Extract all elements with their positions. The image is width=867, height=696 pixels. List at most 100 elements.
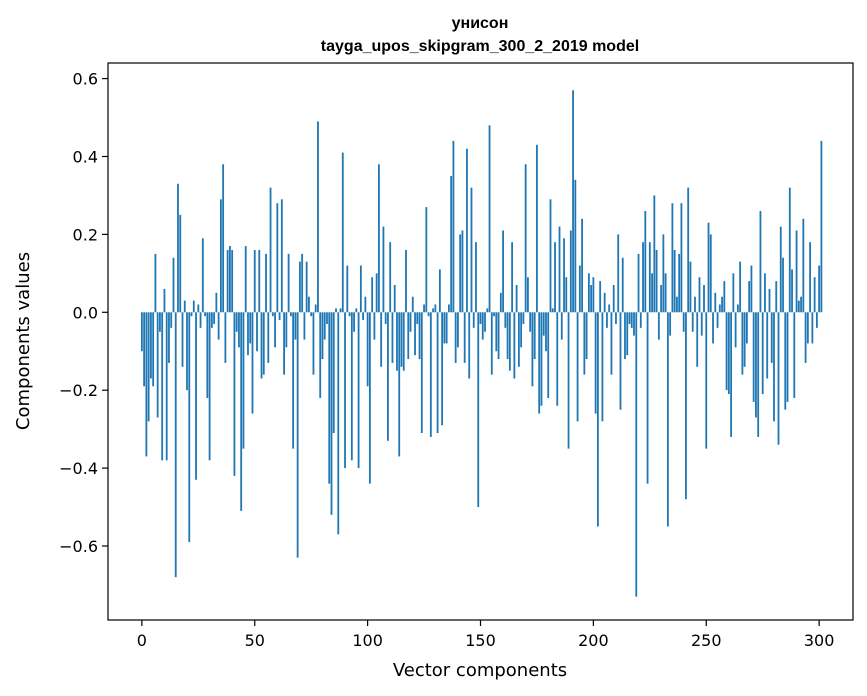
bar-251 bbox=[707, 222, 710, 313]
bar-86 bbox=[335, 308, 337, 313]
bar-199 bbox=[590, 285, 593, 313]
bar-262 bbox=[732, 273, 735, 313]
bar-93 bbox=[350, 312, 353, 461]
y-axis-label: Components values bbox=[13, 252, 34, 430]
bar-291 bbox=[797, 300, 800, 313]
bar-238 bbox=[678, 253, 681, 313]
bar-95 bbox=[355, 308, 358, 313]
bar-242 bbox=[687, 187, 690, 313]
bar-204 bbox=[601, 312, 604, 422]
bar-124 bbox=[420, 312, 423, 434]
bar-61 bbox=[278, 312, 281, 321]
bar-36 bbox=[222, 164, 225, 313]
bar-108 bbox=[384, 312, 387, 324]
bar-267 bbox=[743, 312, 746, 367]
bar-185 bbox=[558, 226, 561, 313]
bar-21 bbox=[188, 312, 191, 543]
bar-201 bbox=[594, 312, 597, 414]
bar-123 bbox=[418, 312, 421, 360]
bar-225 bbox=[648, 242, 651, 313]
bar-180 bbox=[547, 312, 550, 398]
bar-178 bbox=[542, 312, 545, 336]
bar-164 bbox=[511, 242, 514, 313]
bar-252 bbox=[709, 234, 712, 313]
bar-28 bbox=[204, 312, 206, 317]
bar-269 bbox=[748, 281, 751, 313]
bar-216 bbox=[628, 312, 631, 324]
bar-229 bbox=[657, 312, 660, 340]
x-tick-label: 50 bbox=[245, 631, 265, 650]
bar-273 bbox=[757, 312, 760, 437]
bar-288 bbox=[791, 269, 793, 313]
bar-99 bbox=[364, 296, 367, 313]
bar-301 bbox=[820, 140, 823, 313]
bar-298 bbox=[813, 277, 816, 313]
bar-209 bbox=[612, 285, 615, 313]
bar-207 bbox=[608, 304, 611, 313]
bar-200 bbox=[592, 277, 595, 313]
x-axis-label: Vector components bbox=[393, 660, 567, 681]
bar-90 bbox=[344, 312, 346, 469]
bar-195 bbox=[581, 218, 583, 313]
bar-239 bbox=[680, 203, 683, 313]
y-tick-label: −0.6 bbox=[59, 537, 98, 556]
bar-80 bbox=[321, 312, 324, 360]
bar-59 bbox=[274, 312, 276, 348]
bar-235 bbox=[671, 203, 674, 313]
bar-182 bbox=[551, 308, 554, 313]
bar-81 bbox=[323, 312, 326, 340]
bar-54 bbox=[262, 312, 265, 375]
bar-171 bbox=[527, 277, 529, 313]
bar-183 bbox=[554, 242, 556, 313]
y-tick-label: 0.4 bbox=[73, 147, 98, 166]
y-tick-label: 0.0 bbox=[73, 303, 98, 322]
bar-233 bbox=[666, 312, 669, 527]
bar-126 bbox=[425, 207, 428, 313]
bar-176 bbox=[538, 312, 541, 414]
bar-179 bbox=[545, 312, 547, 352]
bar-294 bbox=[804, 312, 807, 363]
bar-18 bbox=[181, 312, 184, 367]
bar-148 bbox=[475, 242, 477, 313]
bar-121 bbox=[414, 312, 416, 356]
bar-192 bbox=[574, 179, 577, 313]
bar-17 bbox=[179, 214, 182, 313]
bar-158 bbox=[497, 312, 500, 360]
bar-26 bbox=[199, 312, 202, 328]
bar-172 bbox=[529, 312, 532, 332]
bar-147 bbox=[472, 312, 475, 328]
bar-5 bbox=[152, 312, 155, 387]
bar-31 bbox=[210, 312, 213, 328]
bar-55 bbox=[265, 253, 267, 313]
bar-246 bbox=[696, 312, 699, 367]
bar-115 bbox=[400, 312, 403, 367]
bar-2 bbox=[145, 312, 148, 457]
bar-159 bbox=[499, 292, 502, 313]
bar-236 bbox=[673, 249, 676, 313]
bar-35 bbox=[219, 199, 222, 313]
y-axis-ticks: −0.6 −0.4 −0.2 0.0 0.2 0.4 0.6 bbox=[59, 70, 108, 556]
bar-79 bbox=[319, 312, 322, 398]
bar-4 bbox=[149, 312, 152, 379]
bar-210 bbox=[615, 312, 617, 324]
bar-13 bbox=[170, 312, 173, 328]
bar-228 bbox=[655, 249, 658, 313]
bar-58 bbox=[271, 312, 274, 317]
bar-7 bbox=[156, 312, 159, 418]
bar-70 bbox=[298, 261, 301, 313]
bar-30 bbox=[208, 312, 211, 461]
bar-286 bbox=[786, 312, 789, 402]
bar-75 bbox=[310, 312, 313, 317]
bar-47 bbox=[247, 312, 249, 356]
bar-254 bbox=[714, 292, 717, 313]
bar-23 bbox=[192, 300, 195, 313]
bar-27 bbox=[201, 238, 204, 313]
bar-69 bbox=[296, 312, 299, 558]
bar-141 bbox=[459, 234, 462, 313]
bar-138 bbox=[452, 140, 455, 313]
bar-37 bbox=[224, 312, 227, 363]
bar-272 bbox=[755, 312, 757, 418]
bar-283 bbox=[779, 226, 782, 313]
bar-96 bbox=[357, 312, 360, 469]
bar-226 bbox=[651, 273, 653, 313]
